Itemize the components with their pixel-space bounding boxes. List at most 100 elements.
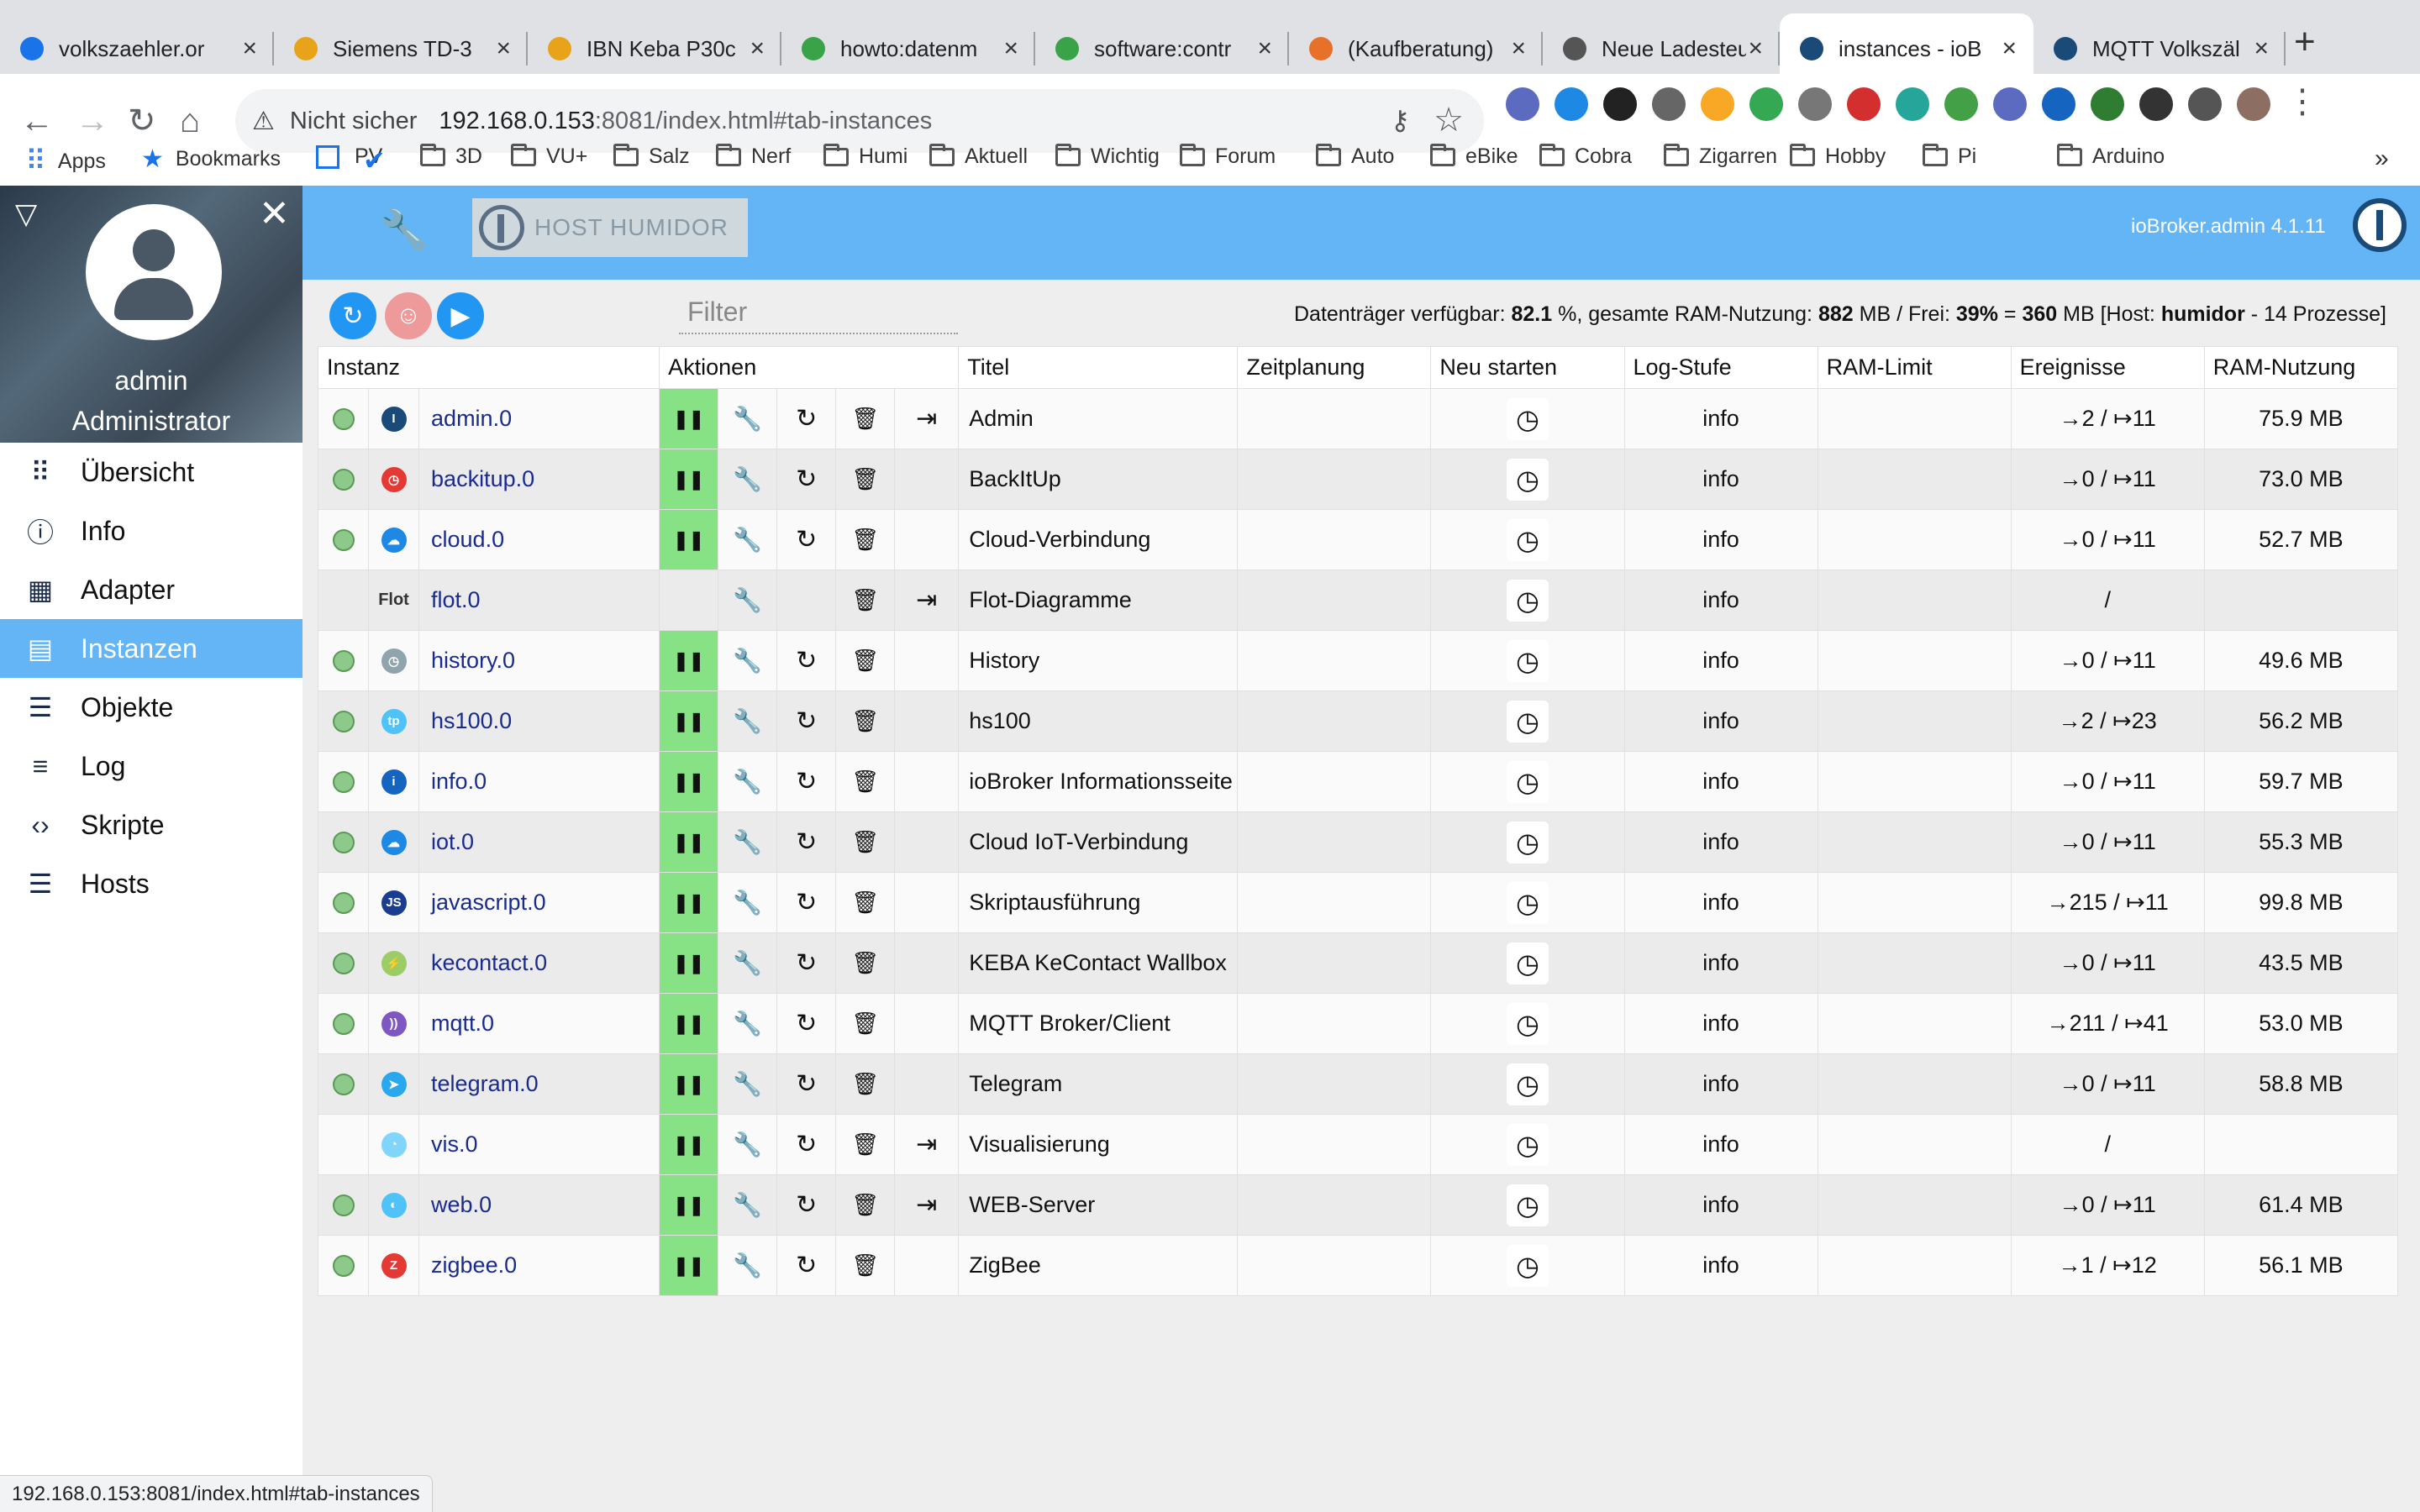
instance-name[interactable]: history.0 bbox=[418, 630, 660, 691]
instance-name[interactable]: hs100.0 bbox=[418, 690, 660, 752]
restart-icon[interactable]: ↻ bbox=[776, 751, 837, 812]
clock-icon[interactable]: ◷ bbox=[1506, 1002, 1549, 1045]
restart-icon[interactable]: ↻ bbox=[776, 1114, 837, 1175]
log-level[interactable]: info bbox=[1623, 449, 1818, 510]
instance-name[interactable]: flot.0 bbox=[418, 570, 660, 631]
bookmark-item[interactable]: VU+ bbox=[511, 143, 587, 169]
extension-icon[interactable] bbox=[1603, 87, 1637, 121]
log-level[interactable]: info bbox=[1623, 1114, 1818, 1175]
extension-icon[interactable] bbox=[2042, 87, 2075, 121]
pause-button[interactable]: ❚❚ bbox=[659, 932, 719, 994]
settings-wrench-icon[interactable]: 🔧 bbox=[718, 1174, 778, 1236]
settings-wrench-icon[interactable]: 🔧 bbox=[718, 932, 778, 994]
open-link-icon[interactable]: ⇥ bbox=[894, 1114, 960, 1175]
bookmark-item[interactable]: Wichtig bbox=[1055, 143, 1160, 169]
extension-icon[interactable] bbox=[1506, 87, 1539, 121]
settings-wrench-icon[interactable]: 🔧 bbox=[718, 751, 778, 812]
log-level[interactable]: info bbox=[1623, 1053, 1818, 1115]
bookmark-item[interactable]: Forum bbox=[1180, 143, 1276, 169]
clock-icon[interactable]: ◷ bbox=[1506, 821, 1549, 864]
pause-button[interactable]: ❚❚ bbox=[659, 993, 719, 1054]
instance-name[interactable]: cloud.0 bbox=[418, 509, 660, 570]
restart-icon[interactable]: ↻ bbox=[776, 993, 837, 1054]
settings-wrench-icon[interactable]: 🔧 bbox=[718, 449, 778, 510]
sidebar-item-adapter[interactable]: ▦ Adapter bbox=[0, 560, 302, 619]
extension-icon[interactable] bbox=[1701, 87, 1734, 121]
extension-icon[interactable] bbox=[2237, 87, 2270, 121]
browser-tab[interactable]: Siemens TD-3 × bbox=[274, 13, 528, 84]
delete-icon[interactable]: 🗑 bbox=[835, 932, 896, 994]
bookmark-item[interactable]: 3D bbox=[420, 143, 482, 169]
tab-close-icon[interactable]: × bbox=[1511, 34, 1526, 62]
iobroker-logo-icon[interactable] bbox=[2353, 198, 2407, 252]
log-level[interactable]: info bbox=[1623, 388, 1818, 449]
instance-name[interactable]: info.0 bbox=[418, 751, 660, 812]
delete-icon[interactable]: 🗑 bbox=[835, 449, 896, 510]
clock-icon[interactable]: ◷ bbox=[1506, 397, 1549, 440]
extension-icon[interactable] bbox=[1652, 87, 1686, 121]
settings-wrench-icon[interactable]: 🔧 bbox=[718, 811, 778, 873]
instance-name[interactable]: zigbee.0 bbox=[418, 1235, 660, 1296]
clock-icon[interactable]: ◷ bbox=[1506, 458, 1549, 501]
clock-icon[interactable]: ◷ bbox=[1506, 579, 1549, 622]
restart-icon[interactable]: ↻ bbox=[776, 509, 837, 570]
sidebar-item-objekte[interactable]: ☰ Objekte bbox=[0, 678, 302, 737]
pause-button[interactable]: ❚❚ bbox=[659, 449, 719, 510]
restart-icon[interactable]: ↻ bbox=[776, 1053, 837, 1115]
clock-icon[interactable]: ◷ bbox=[1506, 1063, 1549, 1105]
log-level[interactable]: info bbox=[1623, 993, 1818, 1054]
open-link-icon[interactable]: ⇥ bbox=[894, 570, 960, 631]
delete-icon[interactable]: 🗑 bbox=[835, 690, 896, 752]
log-level[interactable]: info bbox=[1623, 811, 1818, 873]
browser-tab[interactable]: Neue Ladesteu × bbox=[1543, 13, 1780, 84]
instance-name[interactable]: mqtt.0 bbox=[418, 993, 660, 1054]
sidebar-item-instanzen[interactable]: ▤ Instanzen bbox=[0, 619, 302, 678]
log-level[interactable]: info bbox=[1623, 751, 1818, 812]
clock-icon[interactable]: ◷ bbox=[1506, 1184, 1549, 1226]
restart-icon[interactable]: ↻ bbox=[776, 630, 837, 691]
sidebar-item-bersicht[interactable]: ⠿ Übersicht bbox=[0, 443, 302, 501]
instance-name[interactable]: web.0 bbox=[418, 1174, 660, 1236]
clock-icon[interactable]: ◷ bbox=[1506, 700, 1549, 743]
settings-wrench-icon[interactable]: 🔧 bbox=[718, 509, 778, 570]
restart-icon[interactable]: ↻ bbox=[776, 872, 837, 933]
pause-button[interactable]: ❚❚ bbox=[659, 872, 719, 933]
host-button[interactable]: HOST HUMIDOR bbox=[472, 198, 748, 257]
instance-name[interactable]: kecontact.0 bbox=[418, 932, 660, 994]
delete-icon[interactable]: 🗑 bbox=[835, 509, 896, 570]
extension-icon[interactable] bbox=[2091, 87, 2124, 121]
delete-icon[interactable]: 🗑 bbox=[835, 1174, 896, 1236]
restart-icon[interactable]: ↻ bbox=[776, 1235, 837, 1296]
instance-name[interactable]: telegram.0 bbox=[418, 1053, 660, 1115]
log-level[interactable]: info bbox=[1623, 1235, 1818, 1296]
delete-icon[interactable]: 🗑 bbox=[835, 1114, 896, 1175]
browser-tab[interactable]: (Kaufberatung) × bbox=[1289, 13, 1543, 84]
browser-tab[interactable]: instances - ioB × bbox=[1780, 13, 2033, 84]
settings-wrench-icon[interactable]: 🔧 bbox=[718, 690, 778, 752]
settings-wrench-icon[interactable]: 🔧 bbox=[718, 1114, 778, 1175]
delete-icon[interactable]: 🗑 bbox=[835, 811, 896, 873]
bookmark-item[interactable]: ⠿ Apps bbox=[25, 144, 106, 178]
new-tab-button[interactable]: + bbox=[2294, 21, 2316, 62]
tab-close-icon[interactable]: × bbox=[1748, 34, 1763, 62]
tab-close-icon[interactable]: × bbox=[1257, 34, 1272, 62]
extension-icon[interactable] bbox=[1847, 87, 1881, 121]
bookmark-item[interactable]: Arduino bbox=[2057, 143, 2165, 169]
bookmark-item[interactable]: Humi bbox=[823, 143, 908, 169]
filter-input[interactable]: Filter bbox=[679, 291, 958, 334]
delete-icon[interactable]: 🗑 bbox=[835, 751, 896, 812]
reload-icon[interactable]: ↻ bbox=[128, 102, 156, 139]
instance-name[interactable]: iot.0 bbox=[418, 811, 660, 873]
extension-icon[interactable] bbox=[1749, 87, 1783, 121]
sidebar-item-log[interactable]: ≡ Log bbox=[0, 737, 302, 795]
instance-name[interactable]: backitup.0 bbox=[418, 449, 660, 510]
open-link-icon[interactable]: ⇥ bbox=[894, 1174, 960, 1236]
clock-icon[interactable]: ◷ bbox=[1506, 1244, 1549, 1287]
clock-icon[interactable]: ◷ bbox=[1506, 760, 1549, 803]
instance-name[interactable]: javascript.0 bbox=[418, 872, 660, 933]
browser-tab[interactable]: volkszaehler.or × bbox=[0, 13, 274, 84]
expert-mode-icon[interactable]: ☺ bbox=[385, 292, 432, 339]
restart-icon[interactable]: ↻ bbox=[776, 449, 837, 510]
clock-icon[interactable]: ◷ bbox=[1506, 881, 1549, 924]
log-level[interactable]: info bbox=[1623, 872, 1818, 933]
